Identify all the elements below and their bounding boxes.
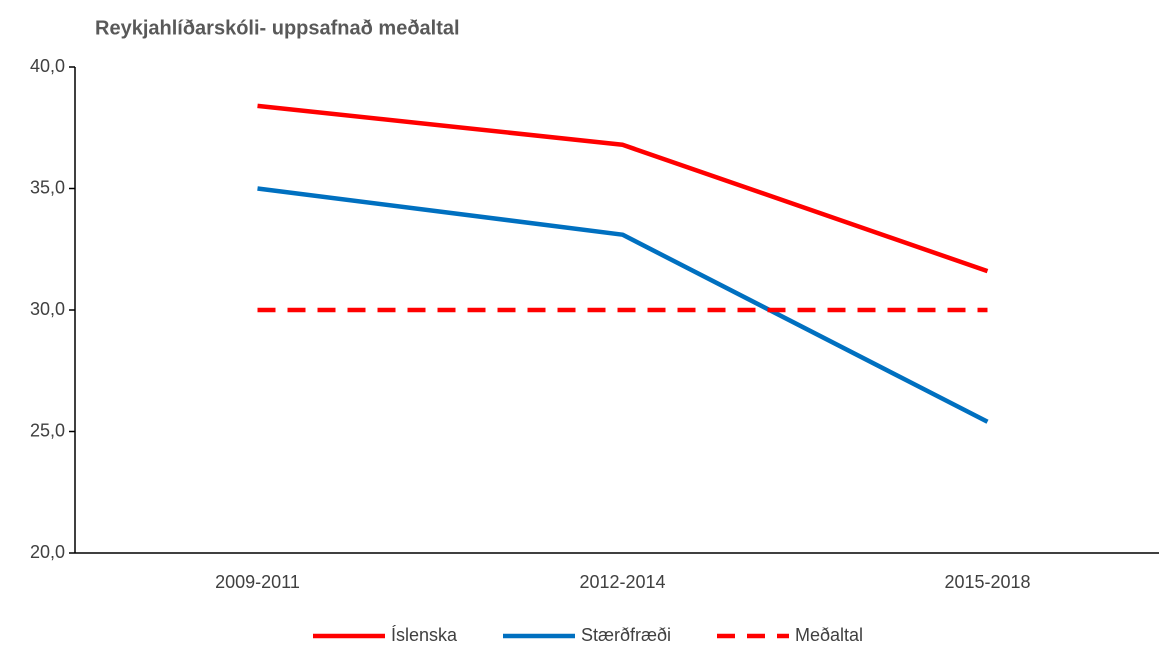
legend-label: Íslenska: [391, 625, 458, 645]
x-tick-label: 2009-2011: [215, 572, 300, 592]
y-tick-label: 20,0: [30, 542, 65, 562]
chart-title: Reykjahlíðarskóli- uppsafnað meðaltal: [95, 17, 460, 39]
series-line: [257, 103, 989, 274]
x-tick-label: 2012-2014: [579, 572, 665, 592]
legend-label: Stærðfræði: [581, 625, 671, 645]
legend-label: Meðaltal: [795, 625, 863, 645]
y-tick-label: 30,0: [30, 299, 65, 319]
y-tick-label: 35,0: [30, 177, 65, 197]
series-line: [257, 186, 989, 424]
y-tick-label: 25,0: [30, 420, 65, 440]
x-tick-label: 2015-2018: [944, 572, 1030, 592]
y-tick-label: 40,0: [30, 56, 65, 76]
